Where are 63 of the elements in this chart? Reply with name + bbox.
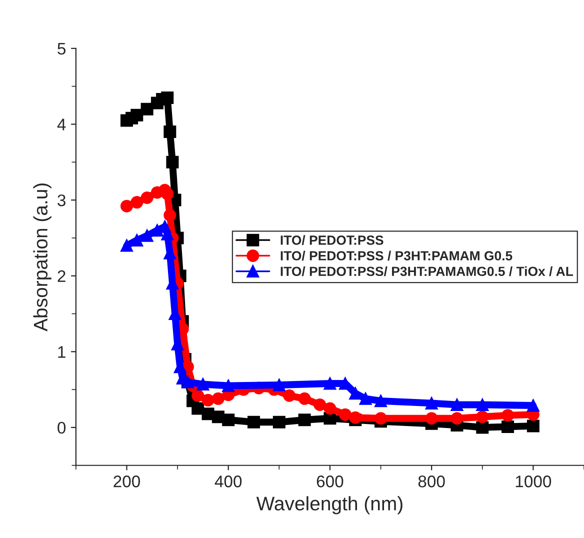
y-tick-label: 1 [58,346,66,358]
point [212,392,224,405]
point [298,414,311,426]
x-tick-label: 1000 [516,476,552,488]
point [202,394,214,406]
point [140,102,154,116]
point [192,389,204,402]
legend-label: ITO/ PEDOT:PSS / P3HT:PAMAM G0.5 [280,250,512,261]
y-tick-label: 2 [58,270,66,282]
point [359,392,372,405]
point [476,421,489,434]
point [140,192,154,204]
x-axis-title: Wavelength (nm) [256,496,402,514]
point [338,408,352,421]
point [450,412,464,425]
point [120,239,133,252]
y-tick-label: 4 [57,118,66,130]
point [161,188,174,200]
point [130,108,144,122]
x-tick-label: 400 [214,476,242,488]
point [150,224,164,237]
point [248,416,260,428]
y-tick-label: 3 [58,194,66,206]
point [196,378,210,391]
point [272,378,286,392]
point [140,229,154,242]
y-tick-label: 5 [58,42,66,55]
legend-label: ITO/ PEDOT:PSS/ P3HT:PAMAMG0.5 / TiOx / AL [280,266,574,276]
x-tick-label: 800 [418,476,445,488]
y-axis-title: Absorpation (a.u) [33,184,52,332]
point [222,380,235,392]
point [425,396,438,410]
x-tick-label: 600 [316,476,344,488]
y-tick-label: 0 [58,422,66,434]
point [161,91,174,104]
point [120,200,133,212]
point [222,414,235,426]
point [272,416,286,428]
point [298,392,311,405]
point [450,398,464,411]
x-tick-label: 200 [114,476,140,488]
point [425,412,438,425]
point [283,389,296,402]
point [374,412,388,425]
point [502,409,514,422]
point [502,420,514,433]
point [374,394,388,408]
point [324,377,336,390]
point [349,387,362,400]
point [349,411,362,424]
point [166,156,179,168]
point [314,398,326,411]
point [476,398,489,411]
point [526,420,540,432]
point [130,196,144,209]
point [324,402,336,415]
point [192,402,204,415]
point [130,234,144,246]
point [476,410,489,424]
point [164,208,176,222]
point [526,399,540,412]
legend-label: ITO/ PEDOT:PSS [280,235,384,245]
point [164,126,176,138]
